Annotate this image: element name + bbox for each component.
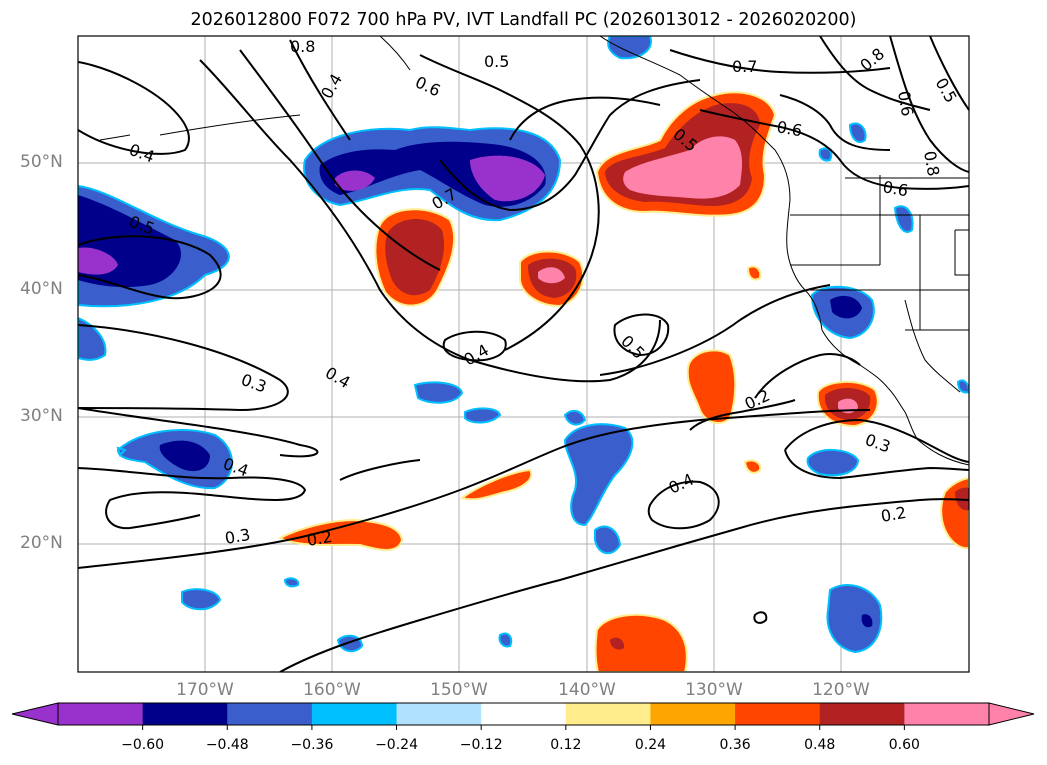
lon-label: 140°W [558,680,616,700]
colorbar-cell [311,703,398,725]
contour-label: 0.6 [775,117,803,140]
lat-label: 50°N [20,152,63,172]
map-title: 2026012800 F072 700 hPa PV, IVT Landfall… [190,10,857,30]
red-region-small-east [743,459,762,474]
colorbar-cell [142,703,228,725]
colorbar-cell [227,703,313,725]
blue-region-alaska-coast [607,36,652,60]
contour-label: 0.7 [732,57,757,76]
colorbar-tick-label: 0.24 [634,737,667,753]
navy-region-california [830,295,862,319]
colorbar-cell [819,703,905,725]
navy-region-mexico-south [861,614,873,628]
contour-label: 0.2 [305,527,333,550]
blue-region-subtropical-small [594,525,622,555]
pink-region-pacific-northwest [623,136,743,199]
firebrick-region-central-north [385,218,445,296]
colorbar-tick-label: 0.48 [804,737,836,753]
blue-region-bc [818,122,914,233]
colorbar-cell [904,703,990,725]
colorbar-cell [650,703,736,725]
lon-label: 120°W [812,680,870,700]
red-region-hawaii [277,518,404,551]
colorbar-tick-label: −0.12 [459,737,503,753]
colorbar-cell [565,703,651,725]
plot-frame [77,35,970,673]
red-region-subtropical-band [459,468,533,501]
blue-region-small-south [116,379,969,653]
blue-region-baja [806,449,860,477]
colorbar-tick-label: −0.24 [375,737,418,753]
blue-region-central-tiny [464,407,502,424]
navy-region-hawaii-north [159,440,210,472]
lat-label: 40°N [20,279,63,299]
colorbar-tick-label: 0.12 [550,737,582,753]
colorbar-tick-label: 0.36 [719,737,751,753]
blue-region-central-small [413,381,464,404]
blue-region-mexico-south [826,584,883,654]
colorbar-cell [396,703,482,725]
contour-label: 0.8 [920,149,943,177]
red-region-ne-pacific-small [746,265,762,281]
colorbar-tick-label: −0.36 [290,737,334,753]
lon-label: 170°W [176,680,234,700]
map-plot: 0.8 0.5 0.6 0.4 0.7 0.8 0.5 0.6 0.4 0.5 … [77,35,970,673]
firebrick-region-mexico-west [610,637,625,650]
lat-label: 30°N [20,406,63,426]
contour-label: 0.5 [484,52,509,71]
lon-label: 150°W [430,680,488,700]
contour-label: 0.6 [881,177,909,200]
negative-pc-regions [78,36,969,654]
colorbar-cell [58,703,144,725]
pv-contours [78,36,969,672]
purple-region-north-pacific [335,155,545,202]
lat-label: 20°N [20,533,63,553]
pink-region-central [538,267,565,284]
colorbar-cell [481,703,567,725]
colorbar [11,702,1035,730]
colorbar-extend-high [988,702,1035,726]
lon-label: 160°W [303,680,361,700]
colorbar-extend-low [11,702,59,726]
colorbar-tick-label: 0.60 [888,737,920,753]
contour-label: 0.2 [879,503,907,526]
contour-label: 0.6 [894,89,917,117]
purple-region-west [78,247,118,275]
contour-label: 0.8 [290,37,315,56]
colorbar-cell [735,703,821,725]
red-region-mexico-west [594,613,688,672]
colorbar-tick-label: −0.60 [121,737,165,753]
colorbar-tick-label: −0.48 [205,737,249,753]
contour-label: 0.3 [223,525,251,548]
lon-label: 130°W [685,680,743,700]
positive-pc-regions [277,91,969,672]
